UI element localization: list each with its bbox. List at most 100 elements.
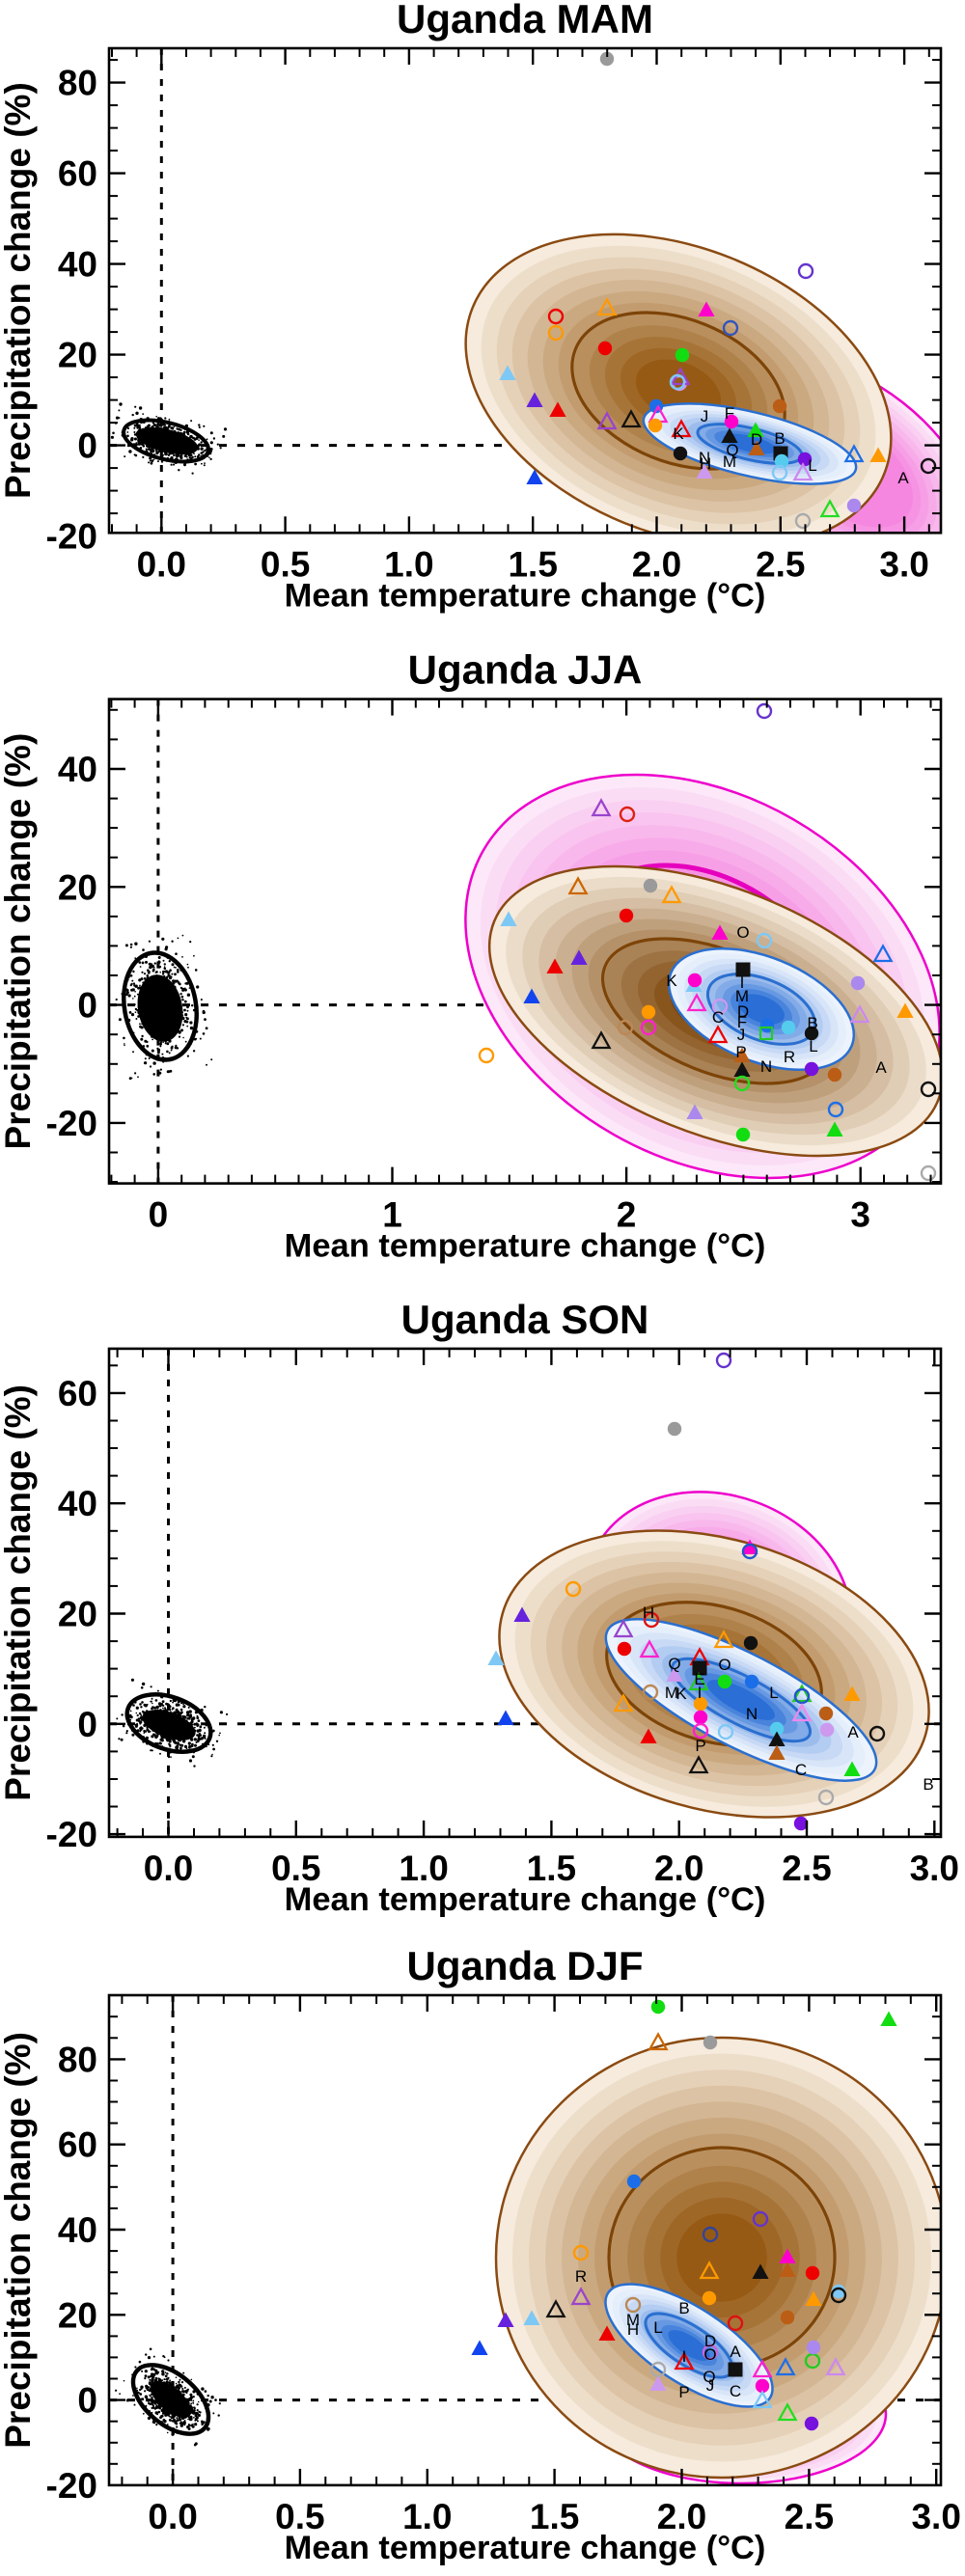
svg-text:R: R [784,1048,795,1066]
svg-text:Precipitation change (%): Precipitation change (%) [0,733,38,1150]
svg-text:3.0: 3.0 [879,544,928,584]
svg-text:3.0: 3.0 [911,2497,960,2536]
svg-text:H: H [627,2320,639,2339]
svg-text:R: R [575,2267,587,2286]
svg-text:Q: Q [726,441,738,459]
svg-text:M: M [626,2311,640,2329]
svg-text:2.0: 2.0 [657,2497,706,2536]
svg-text:20: 20 [58,2295,97,2335]
svg-text:-20: -20 [46,2466,97,2506]
svg-text:Uganda MAM: Uganda MAM [397,0,653,41]
svg-text:40: 40 [58,1484,97,1523]
svg-text:L: L [769,1684,778,1702]
svg-text:0: 0 [77,1705,97,1744]
svg-text:2.5: 2.5 [756,544,805,584]
svg-text:60: 60 [58,154,97,194]
svg-text:L: L [653,2318,662,2337]
svg-text:D: D [704,2332,716,2350]
svg-text:M: M [723,452,736,471]
svg-text:B: B [774,429,785,448]
svg-text:M: M [735,987,749,1005]
svg-text:B: B [678,2299,689,2317]
svg-text:-20: -20 [46,517,97,557]
svg-text:Uganda DJF: Uganda DJF [406,1943,643,1988]
svg-text:1.5: 1.5 [508,544,557,584]
svg-text:1.0: 1.0 [402,2497,452,2536]
svg-text:1.0: 1.0 [399,1849,448,1888]
svg-text:Mean temperature change (°C): Mean temperature change (°C) [285,577,766,614]
svg-text:L: L [809,1037,817,1055]
svg-text:F: F [725,404,734,423]
svg-text:C: C [795,1761,807,1779]
svg-text:Mean temperature change (°C): Mean temperature change (°C) [285,1881,766,1918]
svg-text:K: K [666,972,677,990]
svg-text:0.0: 0.0 [144,1849,193,1888]
svg-text:A: A [875,1058,887,1077]
svg-text:80: 80 [58,64,97,103]
svg-text:L: L [808,456,816,475]
svg-text:H: H [643,1603,654,1622]
svg-text:0: 0 [77,426,97,466]
svg-text:20: 20 [58,867,97,907]
svg-text:B: B [923,1775,933,1794]
svg-text:-20: -20 [46,1815,97,1854]
svg-text:I: I [682,2347,687,2366]
svg-text:80: 80 [58,2040,97,2079]
svg-text:P: P [735,1043,746,1061]
svg-text:1.0: 1.0 [384,544,433,584]
svg-text:0.0: 0.0 [148,2497,197,2536]
svg-text:60: 60 [58,2125,97,2165]
svg-text:C: C [730,2382,741,2400]
svg-text:O: O [718,1656,731,1674]
svg-text:J: J [737,1026,746,1044]
svg-text:K: K [673,425,684,443]
svg-text:0: 0 [77,2381,97,2421]
svg-text:2.5: 2.5 [785,2497,834,2536]
svg-text:M: M [665,1684,678,1702]
svg-text:Precipitation change (%): Precipitation change (%) [0,2032,38,2449]
svg-text:0.5: 0.5 [261,544,310,584]
svg-text:1: 1 [382,1195,402,1235]
svg-text:2.0: 2.0 [632,544,681,584]
svg-text:0.0: 0.0 [137,544,186,584]
svg-text:A: A [730,2343,741,2361]
svg-text:O: O [703,2345,716,2364]
svg-text:Uganda SON: Uganda SON [401,1297,649,1342]
svg-text:P: P [695,1737,705,1755]
svg-text:40: 40 [58,750,97,789]
svg-text:0.5: 0.5 [275,2497,324,2536]
svg-text:3.0: 3.0 [910,1849,959,1888]
svg-text:N: N [746,1705,758,1723]
svg-text:-20: -20 [46,1104,97,1143]
svg-text:1.5: 1.5 [530,2497,579,2536]
svg-text:Precipitation change (%): Precipitation change (%) [0,82,38,499]
svg-text:3: 3 [850,1195,870,1235]
svg-text:D: D [737,1002,749,1021]
svg-text:Q: Q [668,1655,680,1673]
svg-text:40: 40 [58,2210,97,2250]
svg-text:C: C [712,1008,724,1027]
svg-text:20: 20 [58,1595,97,1634]
svg-text:Q: Q [703,2368,715,2386]
svg-text:A: A [897,469,909,487]
svg-text:0.5: 0.5 [271,1849,320,1888]
svg-text:J: J [701,407,709,425]
svg-text:20: 20 [58,336,97,375]
svg-text:I: I [698,1684,703,1702]
svg-text:F: F [737,1013,747,1031]
svg-text:2: 2 [617,1195,637,1235]
svg-text:I: I [740,973,745,992]
svg-text:2.0: 2.0 [654,1849,703,1888]
svg-text:40: 40 [58,245,97,285]
svg-text:60: 60 [58,1374,97,1413]
svg-text:J: J [706,2376,715,2395]
svg-text:Uganda JJA: Uganda JJA [408,647,643,693]
svg-text:O: O [736,923,749,942]
svg-text:B: B [807,1014,817,1032]
svg-text:N: N [699,449,710,467]
svg-text:H: H [700,454,711,473]
svg-text:K: K [676,1685,687,1703]
svg-text:2.5: 2.5 [782,1849,831,1888]
svg-text:1.5: 1.5 [527,1849,576,1888]
svg-text:N: N [760,1057,772,1076]
